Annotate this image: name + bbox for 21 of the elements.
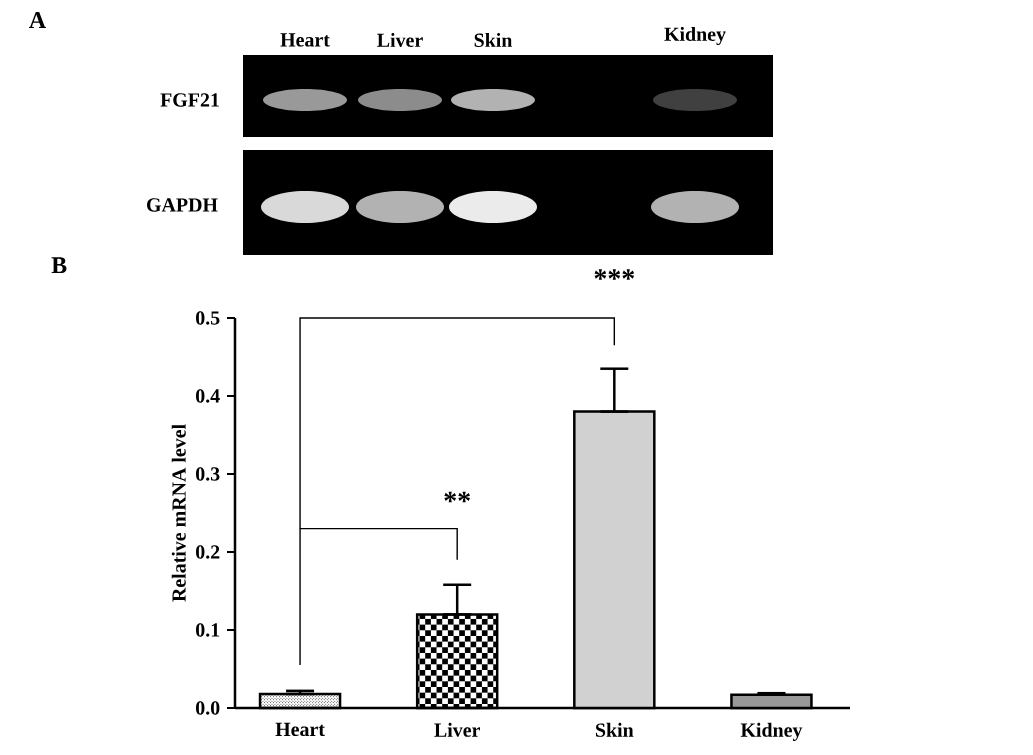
chart-title: B [51,257,67,274]
y-tick-label: 0.4 [196,389,220,403]
x-tick-label: Skin [595,722,634,737]
text: FGF21 [160,93,219,107]
y-tick-label: 0.0 [196,701,220,715]
y-tick-label: 0.5 [196,311,220,325]
x-tick-label: Kidney [740,722,803,741]
text: *** [594,269,635,280]
y-tick-label: 0.1 [196,623,220,637]
x-tick-label: Liver [434,722,481,737]
text: GAPDH [147,198,218,212]
x-tick-label: Heart [275,722,325,737]
text: Kidney [664,26,726,46]
text: Liver [377,32,423,47]
text: A [29,12,46,28]
text: Heart [280,33,330,47]
text: Skin [474,32,513,47]
y-tick-label: 0.3 [196,467,220,481]
annotation: ** [444,491,470,503]
y-axis-title: Relative mRNA level [171,424,186,602]
y-tick-label: 0.2 [196,545,220,559]
